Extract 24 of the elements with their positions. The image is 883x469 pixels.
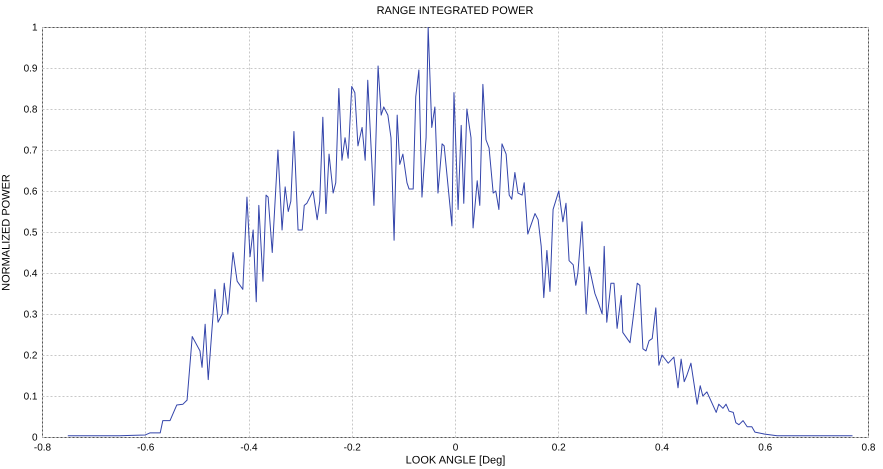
- y-tick-label: 0.3: [24, 310, 38, 320]
- x-tick-label: -0.2: [344, 442, 362, 454]
- x-axis-title: LOOK ANGLE [Deg]: [406, 454, 506, 466]
- x-tick-label: 0.2: [552, 442, 566, 454]
- y-tick-label: 0.6: [24, 186, 38, 198]
- x-tick-label: -0.6: [137, 442, 155, 454]
- y-tick-label: 0.2: [24, 350, 38, 362]
- line-series: [67, 27, 854, 436]
- y-tick-label: 0: [32, 432, 38, 444]
- y-tick-label: 0.1: [24, 392, 38, 402]
- y-tick-label: 0.5: [24, 228, 38, 238]
- x-tick-label: 0.8: [862, 442, 876, 454]
- x-tick-label: 0.4: [655, 442, 670, 454]
- x-tick-label: -0.4: [240, 442, 258, 454]
- chart-title: RANGE INTEGRATED POWER: [376, 5, 534, 17]
- y-tick-label: 0.8: [24, 104, 38, 116]
- y-tick-label: 1: [32, 22, 38, 34]
- y-tick-label: 0.9: [24, 64, 38, 74]
- x-tick-label: -0.8: [34, 442, 52, 454]
- y-axis-title: NORMALIZED POWER: [0, 174, 13, 291]
- y-tick-label: 0.4: [24, 268, 38, 280]
- y-tick-label: 0.7: [24, 146, 38, 156]
- x-tick-label: 0: [452, 442, 459, 454]
- x-tick-label: 0.6: [758, 442, 773, 454]
